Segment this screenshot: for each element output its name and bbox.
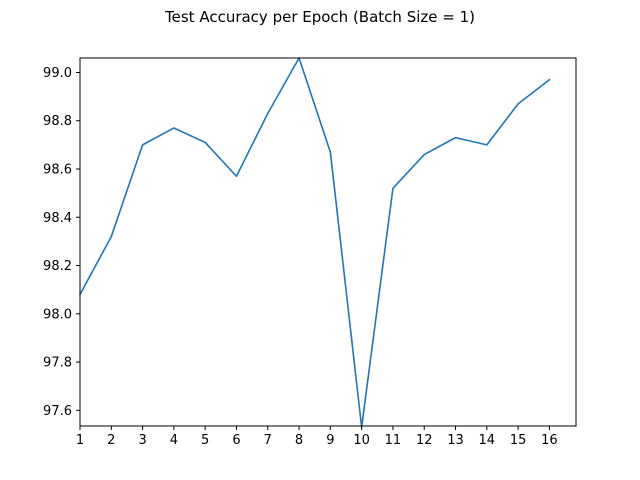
plot-area: 1 2 3 4 5 6 7 8 9 10 11 12 13 14 15 1697.697.898.098.29…	[43, 57, 577, 448]
series-line-0	[78, 57, 551, 429]
chart-title: Test Accuracy per Epoch (Batch Size = 1)	[164, 8, 475, 26]
x-tick-label: 13	[447, 433, 464, 448]
x-tick-label: 11	[385, 433, 402, 448]
x-tick-label: 8	[295, 433, 303, 448]
x-tick-label: 3	[138, 433, 146, 448]
x-tick-label: 14	[479, 433, 496, 448]
x-tick-label: 15	[510, 433, 527, 448]
y-tick-label: 97.8	[43, 356, 72, 371]
y-tick-label: 98.4	[43, 211, 72, 226]
y-tick-label: 99.0	[43, 66, 72, 81]
x-tick-label: 7	[264, 433, 272, 448]
x-tick-label: 16	[541, 433, 558, 448]
y-tick-label: 98.0	[43, 307, 72, 322]
y-tick-label: 98.2	[43, 259, 72, 274]
y-tick-label: 98.8	[43, 114, 72, 129]
x-tick-label: 2	[107, 433, 115, 448]
x-tick-label: 4	[170, 433, 178, 448]
x-tick-label: 5	[201, 433, 209, 448]
x-tick-label: 12	[416, 433, 433, 448]
x-tick-label: 1	[76, 433, 84, 448]
x-tick-label: 10	[353, 433, 370, 448]
y-tick-label: 98.6	[43, 163, 72, 178]
x-tick-label: 9	[326, 433, 334, 448]
x-tick-label: 6	[232, 433, 240, 448]
axes-frame	[79, 57, 577, 427]
y-tick-label: 97.6	[43, 404, 72, 419]
